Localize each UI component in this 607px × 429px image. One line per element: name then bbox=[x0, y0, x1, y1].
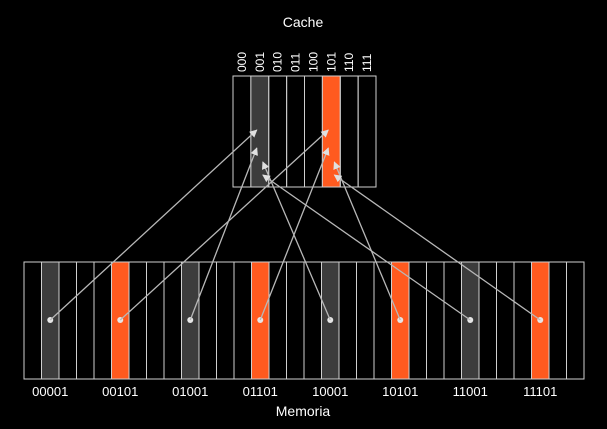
cache-slot-label: 110 bbox=[342, 53, 356, 72]
mapping-arrow-11101-to-101 bbox=[333, 174, 541, 321]
mapping-arrow-10001-to-001 bbox=[261, 161, 331, 321]
memory-block-label: 01001 bbox=[172, 384, 208, 399]
memory-block-label: 01101 bbox=[243, 384, 278, 399]
mapping-arrows bbox=[47, 129, 544, 323]
memory-block-cell bbox=[58, 261, 77, 380]
mapping-arrow-10101-to-101 bbox=[333, 161, 401, 321]
cache-slot-011 bbox=[286, 75, 305, 188]
memory-block-cell bbox=[566, 261, 585, 380]
memory-block-cell bbox=[198, 261, 217, 380]
memory-block-cell bbox=[426, 261, 445, 380]
cache-slot-label: 111 bbox=[360, 53, 374, 72]
mapping-arrow-00001-to-001 bbox=[49, 129, 258, 321]
memory-block-cell bbox=[128, 261, 147, 380]
memory-block-cell bbox=[356, 261, 375, 380]
memory-block-label: 00001 bbox=[32, 384, 68, 399]
cache-slot-label: 011 bbox=[289, 53, 303, 72]
memory-block-cell bbox=[548, 261, 567, 380]
mapping-arrow-11001-to-001 bbox=[262, 174, 471, 321]
memory-block-label: 10001 bbox=[312, 384, 348, 399]
mapping-arrow-00101-to-101 bbox=[119, 129, 329, 321]
memory-block-label: 11001 bbox=[453, 384, 488, 399]
memory-block-cell bbox=[163, 261, 182, 380]
cache-slot-label: 010 bbox=[271, 52, 285, 72]
memory-block-label: 00101 bbox=[102, 384, 138, 399]
mapping-arrow-01101-to-101 bbox=[259, 147, 330, 321]
memory-block-cell bbox=[496, 261, 515, 380]
memory-block-cell bbox=[93, 261, 112, 380]
cache-slot-label: 000 bbox=[235, 52, 249, 72]
memory-block bbox=[23, 261, 585, 380]
memory-block-cell bbox=[23, 261, 42, 380]
mapping-arrow-01001-to-001 bbox=[189, 147, 258, 321]
memory-block-cell bbox=[146, 261, 165, 380]
memory-block-cell bbox=[233, 261, 252, 380]
memory-block-cell bbox=[513, 261, 532, 380]
cache-slot-label: 100 bbox=[306, 52, 320, 72]
cache-slot-110 bbox=[339, 75, 359, 188]
memory-title: Memoria bbox=[276, 403, 331, 419]
cache-title: Cache bbox=[283, 14, 324, 30]
memory-block-label: 11101 bbox=[523, 384, 557, 399]
cache-slot-label: 101 bbox=[324, 52, 338, 72]
cache-block bbox=[232, 75, 377, 188]
memory-block-cell bbox=[478, 261, 497, 380]
memory-block-cell bbox=[338, 261, 357, 380]
cache-slot-labels: 000 001 010 011 100 101 110 111 bbox=[235, 52, 374, 72]
cache-slot-111 bbox=[357, 75, 377, 188]
memory-block-label: 10101 bbox=[382, 384, 418, 399]
memory-block-cell bbox=[76, 261, 95, 380]
memory-block-cell bbox=[443, 261, 462, 380]
memory-block-cell bbox=[268, 261, 287, 380]
memory-block-cell bbox=[286, 261, 305, 380]
memory-block-cell bbox=[216, 261, 235, 380]
cache-slot-label: 001 bbox=[253, 52, 267, 72]
memory-block-labels: 00001 00101 01001 01101 10001 10101 11001 11101 bbox=[32, 384, 557, 399]
